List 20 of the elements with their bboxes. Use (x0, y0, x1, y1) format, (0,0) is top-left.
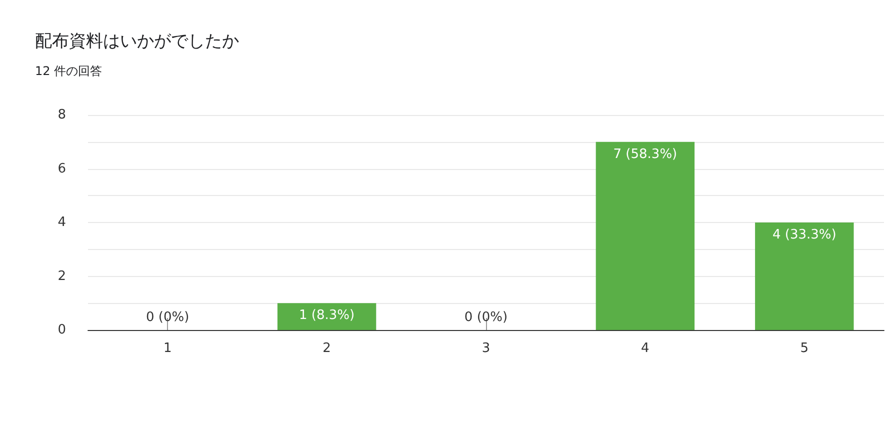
data-label: 7 (58.3%) (613, 146, 678, 162)
data-label: 1 (8.3%) (299, 308, 355, 324)
bar (596, 142, 695, 330)
y-tick-label: 0 (58, 322, 66, 338)
x-tick-label: 5 (800, 341, 809, 356)
x-tick-label: 1 (163, 341, 172, 356)
chart-title: 配布資料はいかがでしたか (35, 32, 239, 52)
x-tick-label: 2 (322, 341, 331, 356)
y-tick-label: 2 (58, 268, 66, 284)
y-tick-label: 4 (58, 215, 66, 230)
data-label: 4 (33.3%) (772, 228, 836, 242)
bar (755, 222, 854, 330)
bar (277, 303, 376, 330)
y-tick-label: 8 (58, 108, 66, 122)
y-tick-label: 6 (58, 161, 66, 176)
data-label: 0 (0%) (464, 310, 508, 325)
x-tick-label: 3 (482, 341, 490, 356)
data-label: 0 (0%) (146, 310, 190, 325)
x-tick-label: 4 (641, 341, 650, 356)
chart-subtitle: 12 件の回答 (35, 64, 102, 78)
